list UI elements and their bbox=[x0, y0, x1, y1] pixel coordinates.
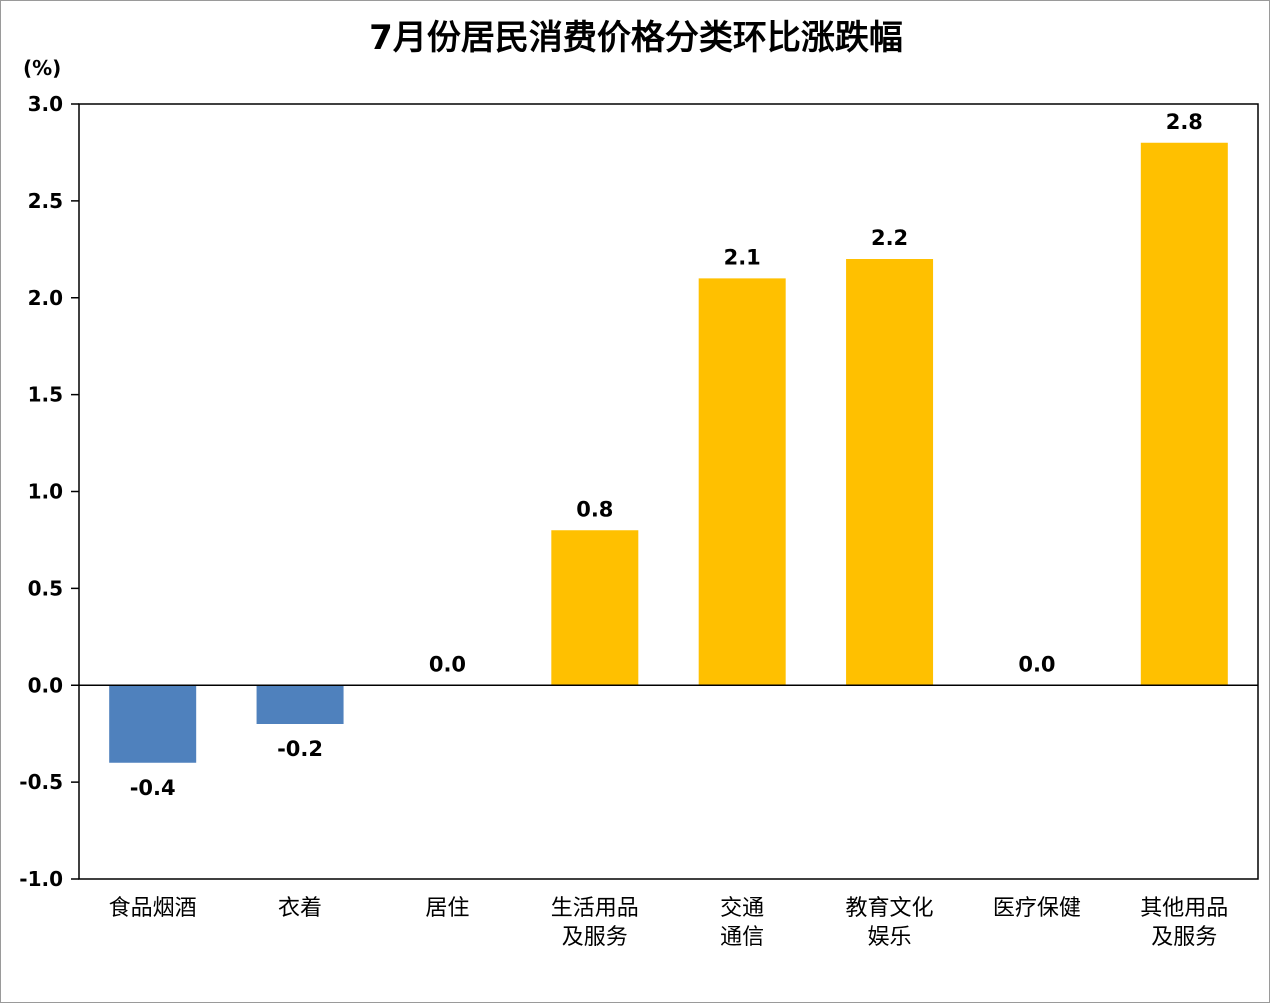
data-label: 2.1 bbox=[724, 245, 761, 269]
y-tick-label: 1.0 bbox=[28, 480, 63, 504]
bar bbox=[551, 530, 639, 686]
x-tick-label: 医疗保健 bbox=[993, 896, 1081, 921]
plot-area bbox=[78, 103, 1259, 880]
x-tick-label: 及服务 bbox=[1151, 925, 1217, 950]
x-tick-label: 通信 bbox=[720, 925, 764, 950]
x-tick-label: 生活用品 bbox=[551, 896, 639, 921]
y-tick-label: -1.0 bbox=[19, 867, 63, 891]
bars-group bbox=[109, 142, 1228, 763]
data-label: 2.8 bbox=[1166, 110, 1203, 134]
data-label: 0.0 bbox=[1018, 652, 1055, 676]
data-label: 0.0 bbox=[429, 652, 466, 676]
y-tick-label: 0.5 bbox=[28, 576, 63, 600]
x-tick-label: 食品烟酒 bbox=[109, 896, 197, 921]
x-tick-label: 衣着 bbox=[278, 896, 322, 921]
x-tick-label: 及服务 bbox=[562, 925, 628, 950]
y-tick-label: 2.0 bbox=[28, 286, 63, 310]
y-tick-label: 1.5 bbox=[28, 383, 63, 407]
bar bbox=[109, 685, 197, 763]
data-label: -0.4 bbox=[130, 776, 176, 800]
y-tick-label: 0.0 bbox=[28, 673, 63, 697]
bar bbox=[1140, 142, 1228, 686]
bar bbox=[846, 259, 934, 686]
data-label: 2.2 bbox=[871, 226, 908, 250]
data-label: -0.2 bbox=[277, 737, 323, 761]
x-tick-label: 其他用品 bbox=[1140, 896, 1228, 921]
x-tick-label: 娱乐 bbox=[868, 925, 912, 950]
y-axis: 3.0 2.5 2.0 1.5 1.0 0.5 0.0 -0.5 -1.0 bbox=[19, 92, 79, 891]
bar bbox=[256, 685, 344, 724]
x-tick-label: 交通 bbox=[720, 896, 764, 921]
bar bbox=[698, 278, 786, 686]
y-tick-label: 2.5 bbox=[28, 189, 63, 213]
y-tick-label: 3.0 bbox=[28, 92, 63, 116]
y-tick-label: -0.5 bbox=[19, 770, 63, 794]
data-label: 0.8 bbox=[576, 497, 613, 521]
data-labels-group: -0.4 -0.2 0.0 0.8 2.1 2.2 0.0 2.8 bbox=[130, 110, 1203, 800]
x-tick-label: 居住 bbox=[425, 896, 469, 921]
y-axis-unit: (%) bbox=[23, 56, 61, 80]
chart-title: 7月份居民消费价格分类环比涨跌幅 bbox=[369, 18, 903, 58]
x-tick-label: 教育文化 bbox=[846, 896, 934, 921]
